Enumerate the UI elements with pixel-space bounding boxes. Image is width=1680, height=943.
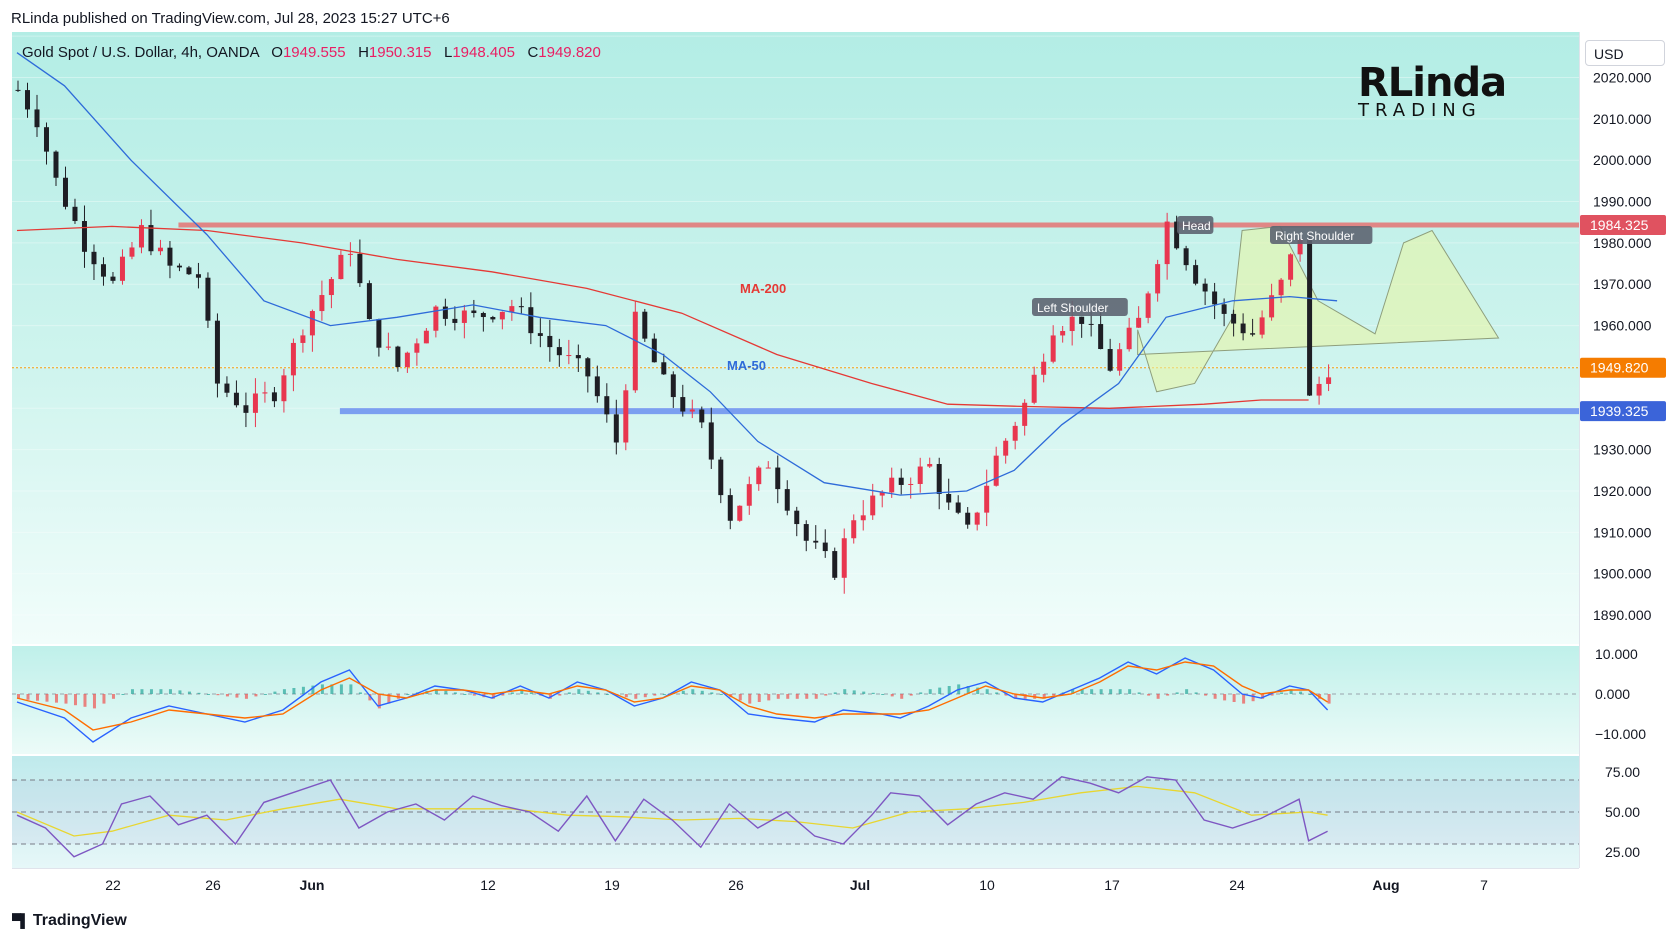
tradingview-logo-icon: ▀▌	[12, 913, 29, 928]
macd-pane[interactable]	[12, 646, 1579, 754]
low-label: L	[444, 44, 453, 61]
high-label: H	[358, 44, 369, 61]
published-line: RLinda published on TradingView.com, Jul…	[11, 10, 450, 27]
close-value: 1949.820	[538, 44, 601, 61]
price-axis[interactable]	[1579, 32, 1680, 868]
symbol-name: Gold Spot / U.S. Dollar, 4h, OANDA	[22, 44, 259, 61]
close-label: C	[527, 44, 539, 61]
price-pane[interactable]	[12, 32, 1579, 644]
open-label: O	[271, 44, 283, 61]
time-axis[interactable]	[12, 868, 1579, 901]
open-value: 1949.555	[282, 44, 346, 61]
currency-button[interactable]: USD	[1585, 40, 1665, 66]
rlinda-logo: RLinda TRADING	[1358, 60, 1518, 122]
high-value: 1950.315	[368, 44, 432, 61]
logo-sub-text: TRADING	[1358, 100, 1482, 121]
symbol-legend: Gold Spot / U.S. Dollar, 4h, OANDA O1949…	[22, 44, 601, 61]
tradingview-brand[interactable]: ▀▌ TradingView	[12, 912, 127, 930]
rsi-pane[interactable]	[12, 756, 1579, 868]
tradingview-brand-text: TradingView	[32, 912, 127, 929]
low-value: 1948.405	[452, 44, 515, 61]
logo-main-text: RLinda	[1358, 60, 1507, 106]
